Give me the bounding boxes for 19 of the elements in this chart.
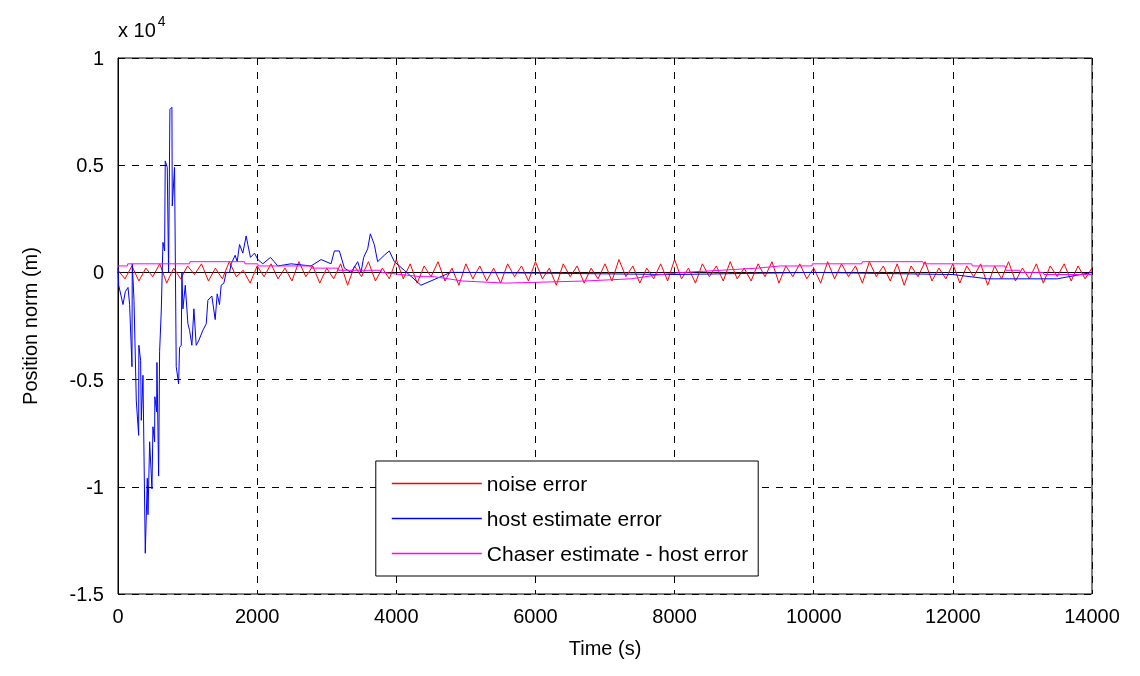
y-tick-label: 0.5 [76, 154, 104, 177]
legend-label: Chaser estimate - host error [486, 542, 749, 565]
y-tick-label: 1 [92, 47, 104, 69]
x-tick-label: 4000 [374, 605, 419, 627]
x-tick-label: 14000 [1064, 605, 1120, 627]
x-tick-label: 12000 [925, 605, 981, 627]
x-tick-label: 10000 [785, 605, 842, 627]
y-tick-label: 0 [92, 261, 104, 284]
y-tick-label: -1.5 [69, 583, 104, 605]
legend-label: noise error [486, 472, 588, 495]
x-tick-label: 8000 [652, 605, 697, 627]
y-axis-title: Position norm (m) [19, 247, 41, 405]
y-tick-label: -0.5 [69, 368, 104, 391]
x-tick-label: 2000 [234, 605, 280, 627]
x-tick-label: 6000 [513, 605, 558, 627]
x-axis-title: Time (s) [568, 637, 642, 659]
legend-label: host estimate error [486, 507, 662, 530]
y-tick-label: -1 [86, 475, 104, 498]
x-tick-label: 0 [112, 605, 124, 627]
